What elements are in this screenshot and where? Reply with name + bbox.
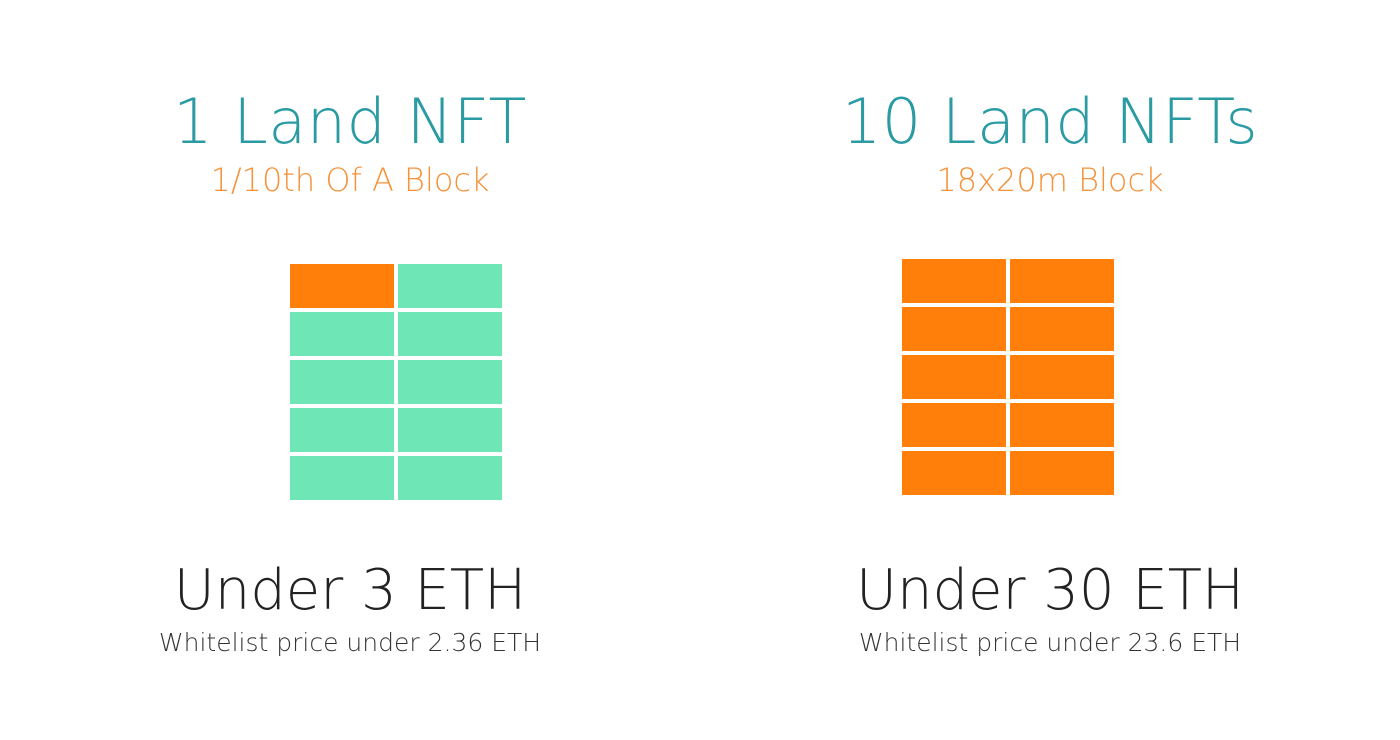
price-label: Under 3 ETH <box>173 558 527 623</box>
land-cell <box>290 360 394 404</box>
panel-title: 1 Land NFT <box>173 85 527 158</box>
price-label: Under 30 ETH <box>855 558 1245 623</box>
panel-subtitle: 18x20m Block <box>936 161 1164 199</box>
whitelist-price: Whitelist price under 23.6 ETH <box>858 628 1242 657</box>
land-cell-owned <box>1010 355 1114 399</box>
land-cell-owned <box>1010 259 1114 303</box>
panel-title: 10 Land NFTs <box>841 85 1259 158</box>
land-cell <box>398 408 502 452</box>
panel-one-land-nft: 1 Land NFT 1/10th Of A Block Under 3 ETH… <box>158 85 542 657</box>
land-cell <box>290 312 394 356</box>
land-cell-owned <box>1010 307 1114 351</box>
land-cell <box>290 456 394 500</box>
land-cell-owned <box>902 259 1006 303</box>
land-cell-owned <box>902 451 1006 495</box>
block-grid <box>902 259 1114 495</box>
land-cell <box>398 312 502 356</box>
land-cell-owned <box>902 355 1006 399</box>
panel-ten-land-nfts: 10 Land NFTs 18x20m Block Under 30 ETH W… <box>700 0 1400 740</box>
land-cell-owned <box>902 403 1006 447</box>
land-cell-owned <box>290 264 394 308</box>
land-cell-owned <box>902 307 1006 351</box>
land-cell-owned <box>1010 451 1114 495</box>
land-cell <box>398 456 502 500</box>
land-cell <box>290 408 394 452</box>
land-cell-owned <box>1010 403 1114 447</box>
block-grid <box>290 264 502 500</box>
land-cell <box>398 264 502 308</box>
land-cell <box>398 360 502 404</box>
panel-subtitle: 1/10th Of A Block <box>210 161 490 199</box>
whitelist-price: Whitelist price under 2.36 ETH <box>158 628 542 657</box>
